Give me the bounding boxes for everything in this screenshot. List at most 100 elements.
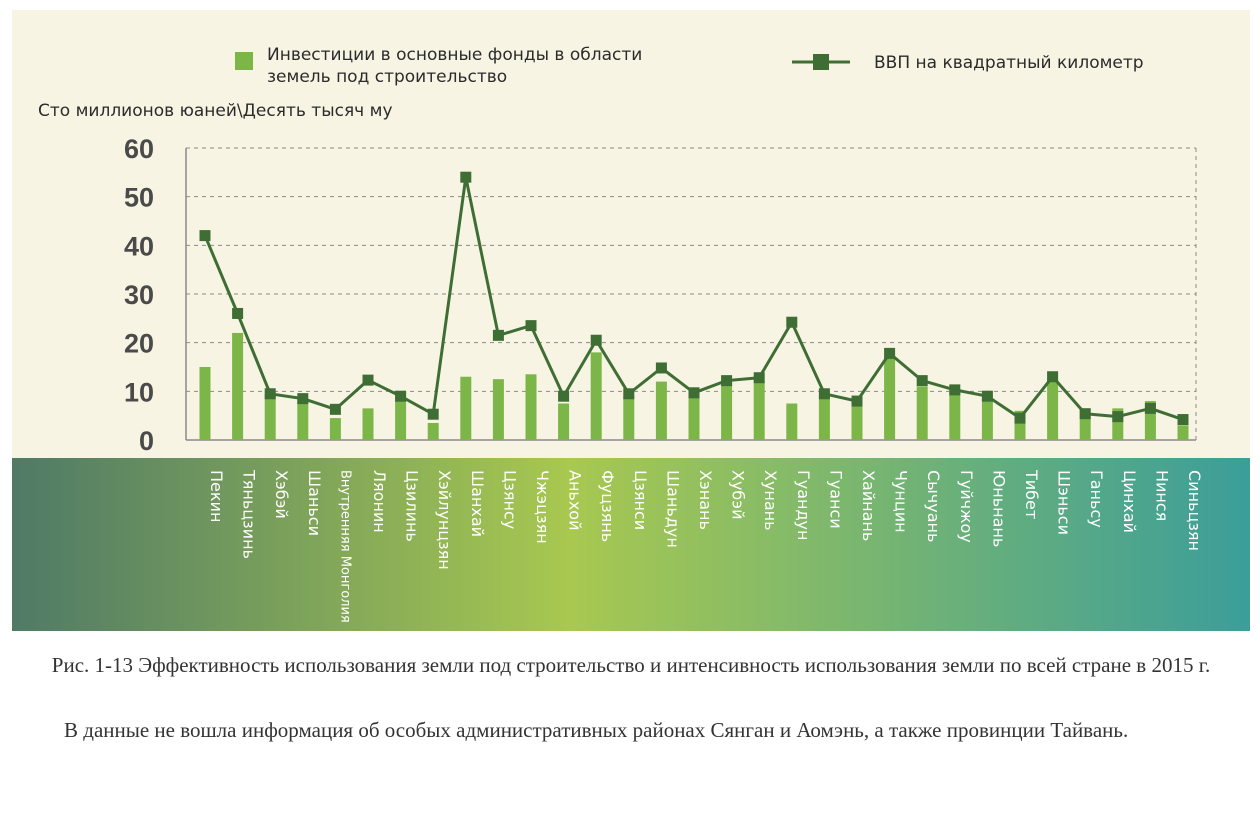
line-point	[916, 375, 928, 387]
x-tick-label: Гуйчжоу	[957, 470, 976, 543]
bar	[297, 401, 309, 440]
line-point	[264, 388, 276, 400]
x-tick-label: Шаньси	[305, 470, 324, 536]
line-point	[232, 307, 244, 319]
legend-bar-label-line1: Инвестиции в основные фонды в области	[267, 45, 642, 65]
line-point	[818, 388, 830, 400]
chart-panel: Инвестиции в основные фонды в области зе…	[12, 10, 1250, 631]
line-point	[1047, 371, 1059, 383]
bar	[949, 391, 961, 440]
line-point	[1014, 412, 1026, 424]
bar	[688, 396, 700, 440]
bar	[851, 405, 863, 440]
line-point	[623, 388, 635, 400]
legend-line-marker	[813, 54, 829, 70]
bar	[525, 374, 537, 440]
bar	[916, 386, 928, 440]
x-tick-label: Шанхай	[468, 470, 487, 537]
y-tick-label: 0	[139, 426, 154, 456]
y-tick-label: 40	[124, 231, 154, 261]
x-tick-label: Цзилинь	[403, 470, 422, 542]
category-label-band	[12, 458, 1250, 631]
x-tick-label: Тяньцзинь	[240, 469, 259, 559]
bar	[655, 381, 667, 440]
line-point	[460, 171, 472, 183]
line-point	[297, 393, 309, 405]
bar	[1144, 401, 1156, 440]
x-tick-label: Хэнань	[696, 470, 715, 530]
x-tick-label: Хэйлунцзян	[435, 470, 454, 570]
x-tick-label: Тибет	[1022, 469, 1041, 519]
line-point	[884, 347, 896, 359]
line-point	[199, 230, 211, 242]
x-tick-label: Ганьсу	[1087, 470, 1106, 528]
x-tick-label: Внутренняя Монголия	[337, 470, 352, 623]
x-tick-label: Хубэй	[729, 470, 748, 519]
x-tick-label: Хунань	[761, 470, 780, 531]
x-tick-label: Гуандун	[794, 470, 813, 540]
chart-svg: Инвестиции в основные фонды в области зе…	[12, 10, 1250, 631]
bar	[199, 367, 211, 440]
x-tick-label: Гуанси	[826, 470, 845, 529]
legend-bar-swatch	[235, 52, 253, 70]
y-tick-label: 20	[124, 329, 154, 359]
line-point	[1079, 408, 1091, 420]
line-point	[688, 387, 700, 399]
bar	[395, 391, 407, 440]
line-point	[1112, 411, 1124, 423]
line-point	[721, 375, 733, 387]
bar	[492, 379, 504, 440]
line-point	[1144, 402, 1156, 414]
line-point	[395, 390, 407, 402]
x-tick-label: Цинхай	[1120, 470, 1139, 533]
line-point	[753, 372, 765, 384]
line-point	[949, 384, 961, 396]
line-point	[362, 374, 374, 386]
bar	[232, 332, 244, 440]
x-axis-labels: Пекин Тяньцзинь Хэбэй Шаньси Внутренняя Монг…	[207, 469, 1204, 623]
bar	[460, 376, 472, 440]
bar	[427, 422, 439, 440]
x-tick-label: Пекин	[207, 470, 226, 522]
line-point	[1177, 414, 1189, 426]
line-point	[329, 403, 341, 415]
bar	[753, 381, 765, 440]
line-point	[558, 390, 570, 402]
x-tick-label: Аньхой	[566, 470, 585, 531]
y-axis-unit-label: Сто миллионов юаней\Десять тысяч му	[38, 101, 393, 121]
bar	[1177, 425, 1189, 440]
line-point	[492, 329, 504, 341]
x-tick-label: Фуцзянь	[598, 470, 617, 542]
y-tick-label: 30	[124, 280, 154, 310]
bar	[362, 408, 374, 440]
bar	[590, 352, 602, 440]
bar-series	[199, 332, 1189, 440]
bar	[721, 381, 733, 440]
x-tick-label: Чжэцзян	[533, 470, 552, 544]
line-series	[199, 171, 1189, 426]
y-tick-label: 60	[124, 134, 154, 164]
line-point	[427, 408, 439, 420]
bar	[884, 357, 896, 440]
x-tick-label: Сычуань	[924, 470, 943, 542]
figure-note: В данные не вошла информация об особых а…	[64, 718, 1129, 742]
line-point	[786, 316, 798, 328]
x-tick-label: Синьцзян	[1185, 470, 1204, 551]
line-point	[590, 334, 602, 346]
line-point	[655, 362, 667, 374]
x-tick-label: Шаньдун	[663, 470, 682, 548]
bar	[1112, 408, 1124, 440]
x-tick-label: Чунцин	[892, 470, 911, 533]
y-tick-label: 50	[124, 183, 154, 213]
x-tick-label: Хайнань	[859, 470, 878, 541]
y-tick-label: 10	[124, 377, 154, 407]
x-tick-label: Цзянсу	[500, 470, 519, 529]
x-tick-label: Юньнань	[989, 470, 1008, 547]
bar	[1014, 410, 1026, 440]
chart-background	[12, 10, 1250, 458]
bar	[329, 418, 341, 440]
x-tick-label: Шэньси	[1055, 470, 1074, 535]
legend-line-label: ВВП на квадратный километр	[874, 53, 1144, 73]
x-tick-label: Цзянси	[631, 470, 650, 530]
bar	[264, 393, 276, 440]
